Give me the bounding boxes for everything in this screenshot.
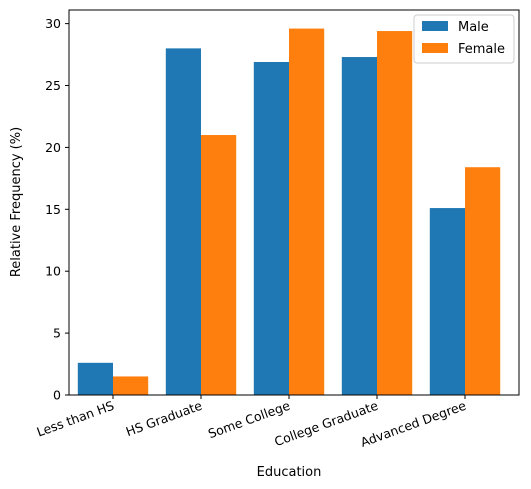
y-tick-label: 30: [45, 16, 61, 31]
bar-female-4: [465, 167, 501, 395]
legend-swatch-male: [422, 21, 448, 31]
bar-male-0: [77, 362, 113, 395]
y-axis-label: Relative Frequency (%): [9, 127, 24, 277]
y-tick-label: 20: [45, 140, 61, 155]
legend-label-female: Female: [458, 42, 505, 57]
y-tick-label: 10: [45, 264, 61, 279]
bar-male-3: [341, 57, 377, 395]
y-tick-label: 5: [53, 326, 61, 341]
bar-male-4: [429, 208, 465, 395]
x-axis-label: Education: [257, 465, 322, 480]
legend-label-male: Male: [458, 20, 489, 35]
y-tick-label: 15: [45, 202, 61, 217]
y-tick-label: 25: [45, 78, 61, 93]
bar-female-0: [113, 376, 149, 395]
legend: Male Female: [413, 14, 515, 64]
bar-male-1: [165, 48, 201, 395]
bars-group: [77, 28, 501, 396]
plot-frame: [68, 9, 520, 396]
bar-male-2: [253, 61, 289, 396]
x-tick-label: HS Graduate: [124, 398, 205, 440]
bar-female-1: [201, 135, 237, 395]
x-tick-label: Less than HS: [35, 398, 116, 440]
bar-female-2: [289, 28, 325, 396]
y-tick-label: 0: [53, 388, 61, 403]
legend-swatch-female: [422, 43, 448, 53]
bar-female-3: [377, 31, 413, 396]
